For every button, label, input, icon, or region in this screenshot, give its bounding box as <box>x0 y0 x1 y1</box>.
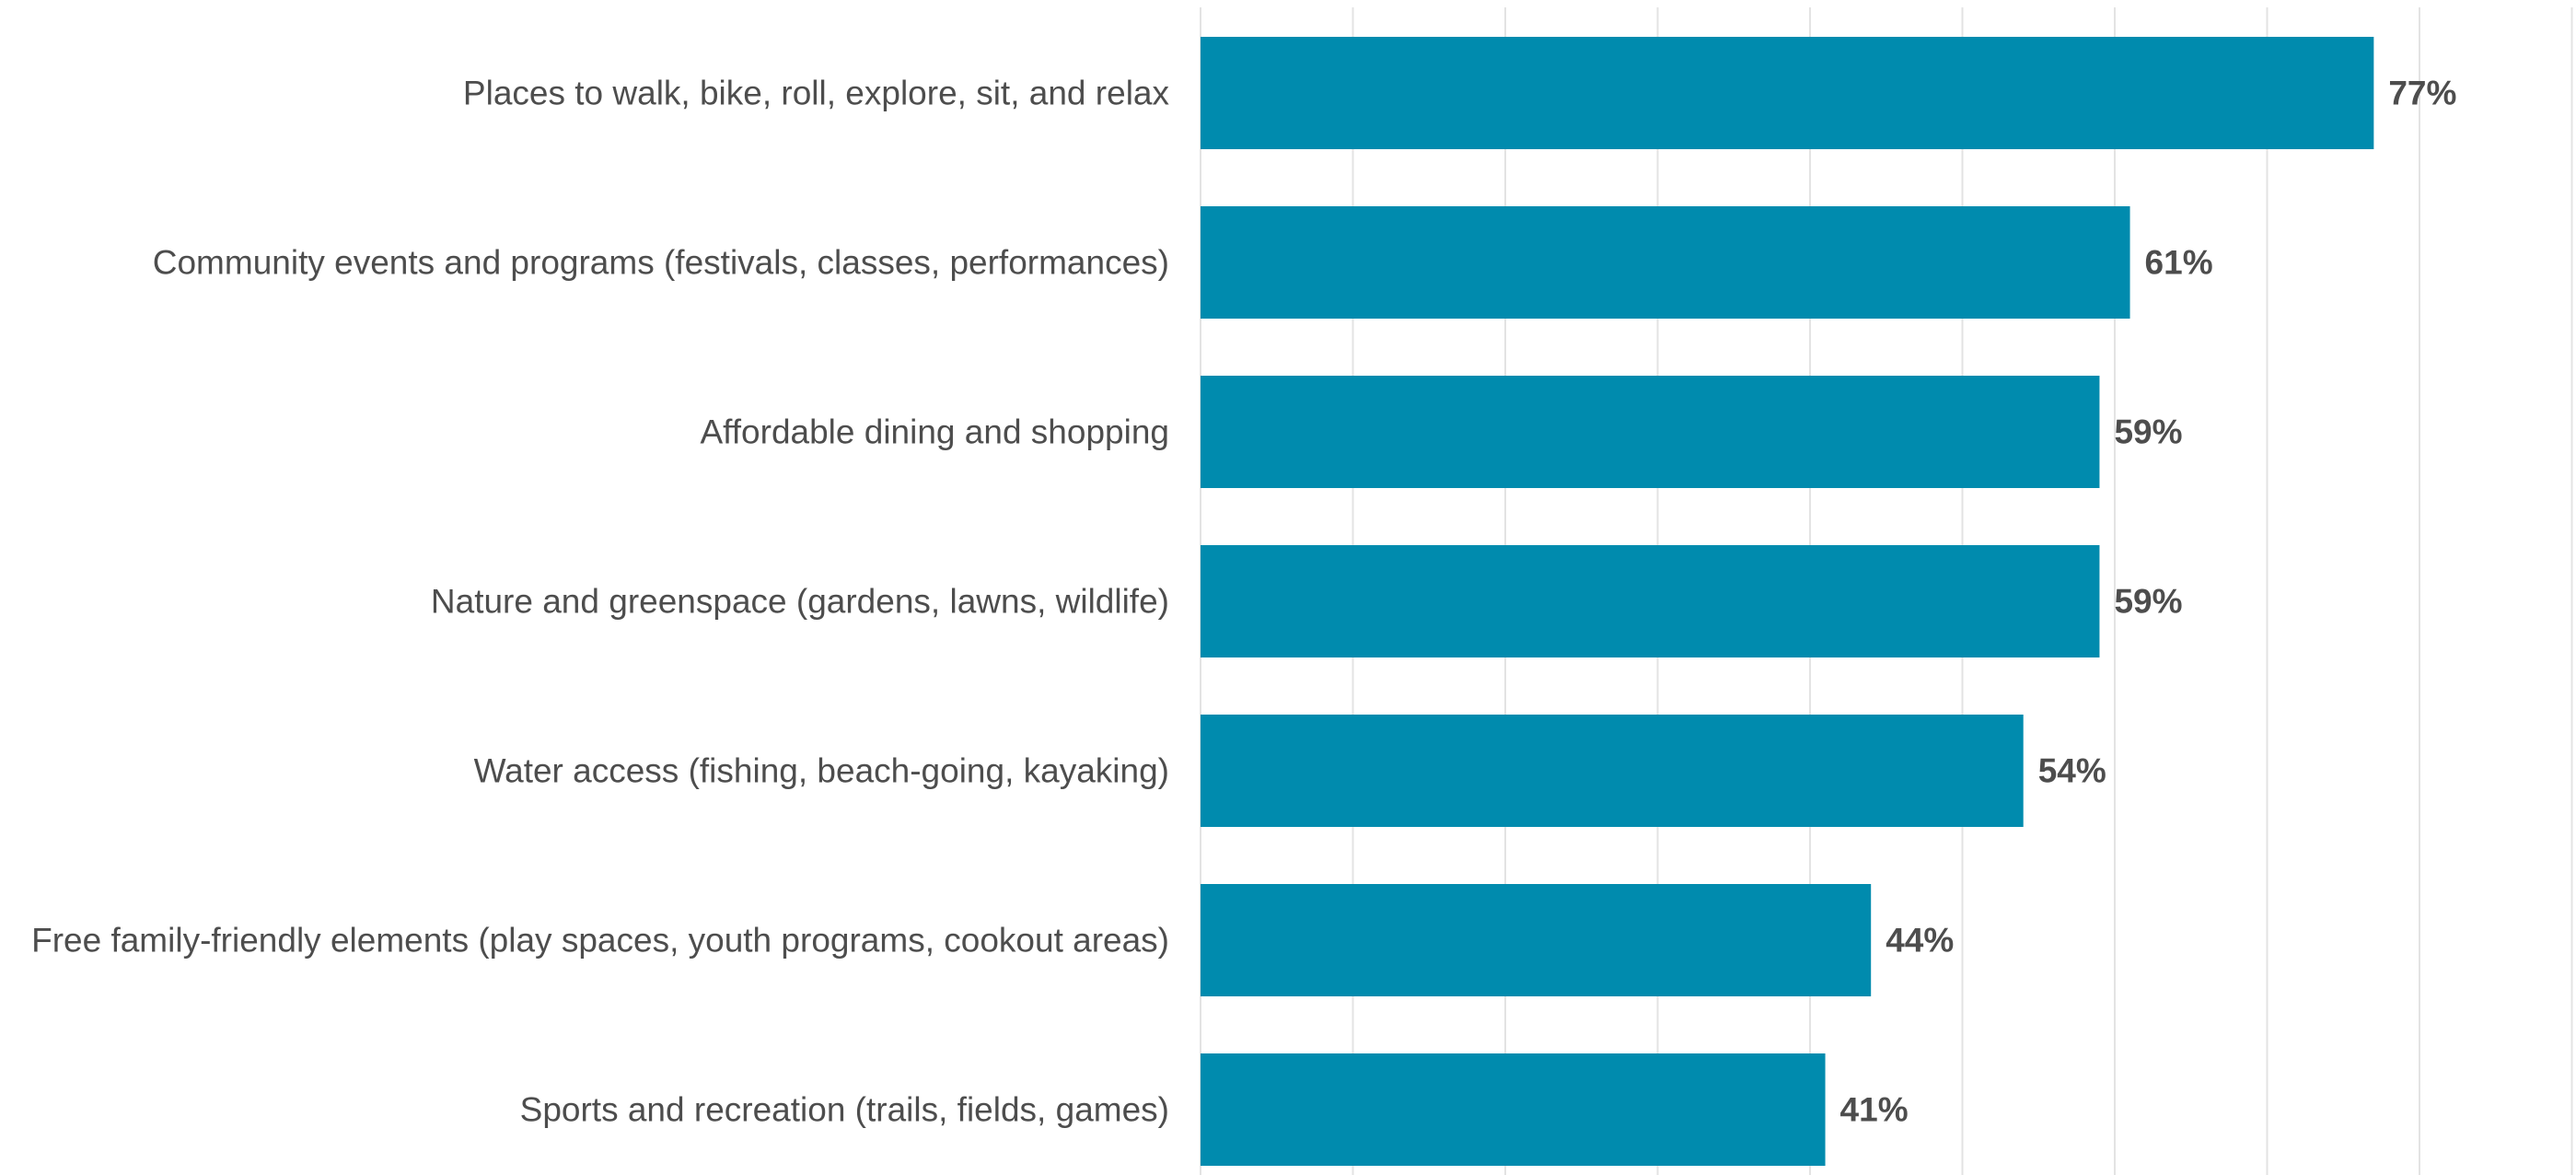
value-label: 54% <box>2038 752 2106 790</box>
bar <box>1201 1053 1826 1166</box>
value-label: 59% <box>2114 413 2182 451</box>
bar <box>1201 884 1872 996</box>
value-label: 77% <box>2388 75 2456 112</box>
bar <box>1201 376 2100 488</box>
value-label: 41% <box>1840 1091 1909 1129</box>
bar <box>1201 206 2130 319</box>
bar <box>1201 545 2100 657</box>
value-label: 61% <box>2145 244 2213 282</box>
value-label: 44% <box>1886 922 1954 960</box>
bars <box>1201 37 2374 1166</box>
category-label: Nature and greenspace (gardens, lawns, w… <box>431 583 1169 621</box>
category-label: Water access (fishing, beach-going, kaya… <box>474 752 1169 790</box>
category-label: Sports and recreation (trails, fields, g… <box>520 1091 1169 1129</box>
value-label: 59% <box>2114 583 2182 621</box>
category-label: Affordable dining and shopping <box>700 413 1169 451</box>
category-label: Places to walk, bike, roll, explore, sit… <box>463 75 1170 112</box>
bar <box>1201 37 2374 149</box>
bar <box>1201 715 2024 827</box>
labels: Places to walk, bike, roll, explore, sit… <box>31 75 2456 1129</box>
category-label: Free family-friendly elements (play spac… <box>31 922 1169 960</box>
category-label: Community events and programs (festivals… <box>153 244 1169 282</box>
